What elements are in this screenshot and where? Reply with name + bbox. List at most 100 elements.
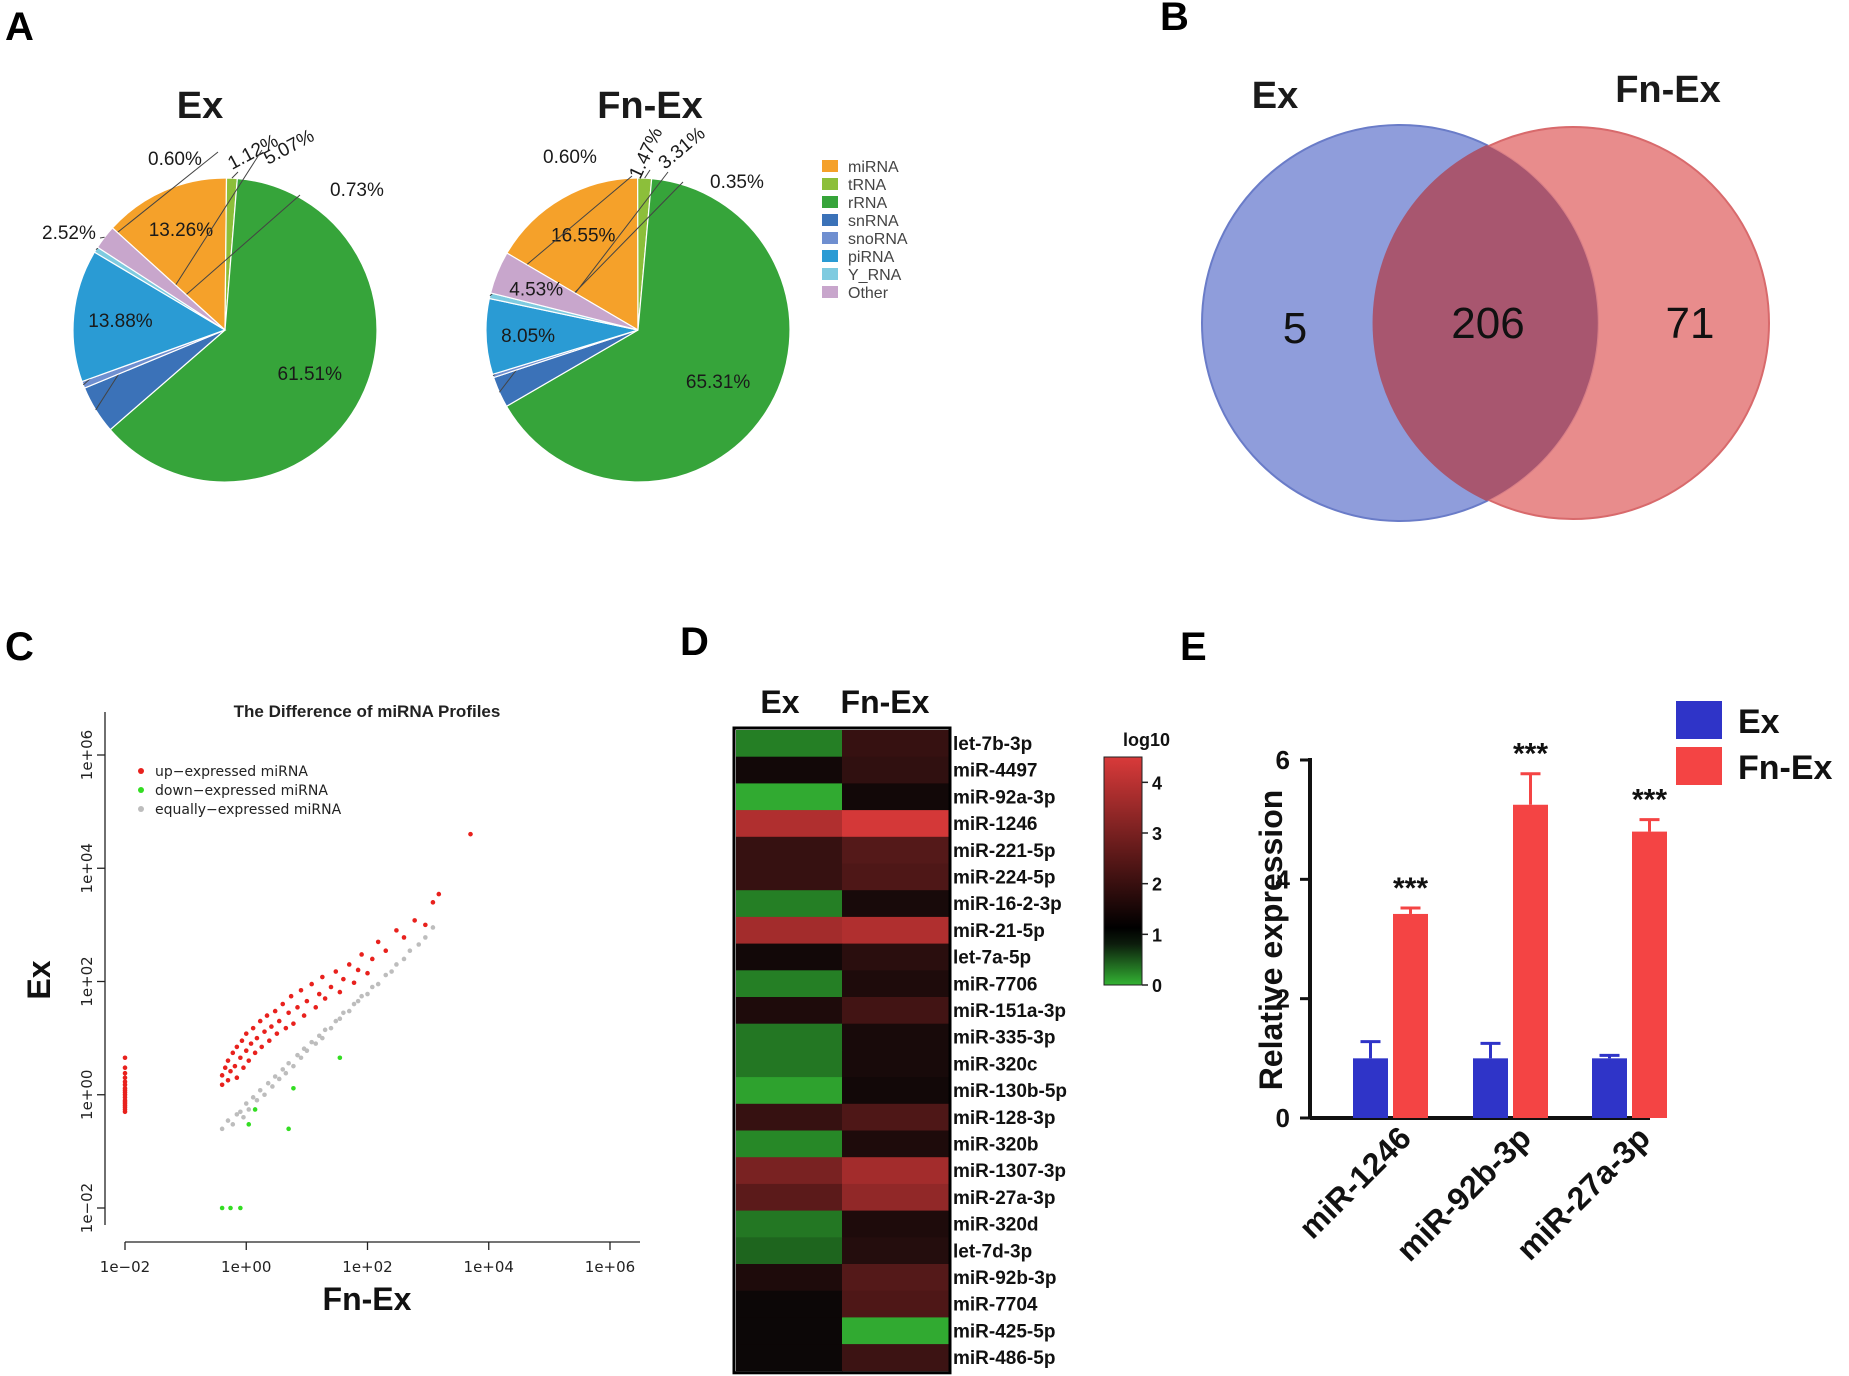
heatmap-cell: [736, 1050, 843, 1078]
heatmap-cell: [736, 1130, 843, 1158]
heatmap-scale-label: 0: [1152, 976, 1162, 996]
scatter-point: [252, 1107, 258, 1112]
heatmap-row-label: miR-1246: [953, 814, 1038, 835]
scatter-point: [257, 1018, 263, 1024]
pie-ex: 13.26%1.12%61.51%5.07%0.73%13.88%0.60%2.…: [42, 126, 384, 483]
heatmap-scale-title: log10: [1123, 730, 1170, 750]
heatmap: let-7b-3p miR-4497 miR-92a-3p miR-1246 miR-2…: [732, 726, 1067, 1375]
scatter-point: [234, 1112, 240, 1117]
pie-value-label: 4.53%: [509, 279, 563, 300]
scatter-point: [341, 1010, 346, 1016]
heatmap-cell: [842, 970, 949, 998]
scatter-point: [219, 1126, 225, 1132]
heatmap-cell: [842, 1344, 949, 1372]
heatmap-cell: [736, 810, 843, 838]
pie-value-label: 8.05%: [501, 326, 555, 347]
bar-legend-label: Fn-Ex: [1738, 749, 1833, 787]
bar-y-tick-label: 2: [1276, 984, 1290, 1014]
legend-label: Y_RNA: [848, 267, 902, 284]
heatmap-scale-label: 3: [1152, 824, 1162, 844]
panel-e: 0246***miR-1246***miR-92b-3p***miR-27a-3…: [1253, 701, 1833, 1268]
venn-only-left: 5: [1283, 304, 1307, 353]
heatmap-cell: [842, 1290, 949, 1318]
scatter-point: [301, 1013, 307, 1018]
pie-value-label: 13.88%: [88, 311, 153, 332]
heatmap-cell: [736, 890, 843, 918]
panel-a: Ex 13.26%1.12%61.51%5.07%0.73%13.88%0.60…: [42, 85, 908, 483]
scatter-point: [219, 1205, 225, 1211]
pie-slice-rrna: [109, 177, 378, 483]
scatter-point: [248, 1041, 254, 1046]
heatmap-cell: [736, 1317, 843, 1345]
scatter-point: [407, 948, 413, 953]
heatmap-cell: [736, 1210, 843, 1238]
panel-c: The Difference of miRNA Profiles 1e−021e…: [21, 702, 640, 1317]
scatter-point: [355, 998, 361, 1004]
heatmap-cell: [736, 1290, 843, 1318]
heatmap-cell: [842, 890, 949, 918]
heatmap-cell: [736, 863, 843, 891]
panel-b: Ex Fn-Ex 5 206 71: [1201, 69, 1770, 522]
heatmap-cell: [736, 970, 843, 998]
scatter-point: [238, 1109, 243, 1115]
scatter-point: [254, 1035, 260, 1041]
scatter-point: [272, 1008, 278, 1014]
scatter-legend-label: down−expressed miRNA: [155, 783, 328, 799]
scatter-y-label: Ex: [21, 960, 57, 999]
scatter-point: [370, 956, 375, 962]
scatter-point: [423, 922, 428, 928]
legend-label: piRNA: [848, 249, 895, 266]
scatter-point: [250, 1095, 256, 1100]
scatter-title: The Difference of miRNA Profiles: [234, 702, 501, 721]
heatmap-row-label: miR-224-5p: [953, 868, 1055, 889]
scatter-point: [383, 948, 389, 953]
heatmap-cell: [842, 1103, 949, 1131]
significance-mark: ***: [1393, 872, 1428, 905]
scatter-x-tick-label: 1e+04: [464, 1258, 514, 1276]
bar-ex: [1473, 1058, 1508, 1118]
heatmap-row-label: let-7a-5p: [953, 948, 1031, 969]
scatter-point: [234, 1044, 240, 1050]
scatter-point: [291, 1085, 296, 1091]
scatter-point: [262, 1029, 267, 1034]
heatmap-cell: [736, 1344, 843, 1372]
pie-value-label: 61.51%: [278, 364, 343, 385]
legend-label: snoRNA: [848, 231, 908, 248]
pie-slice-pirna: [72, 251, 227, 383]
panel-letter-d: D: [680, 620, 709, 664]
bar-category-label: miR-1246: [1292, 1119, 1418, 1245]
scatter-point: [337, 1055, 343, 1061]
scatter-point: [234, 1075, 240, 1081]
legend-label: snRNA: [848, 213, 899, 230]
scatter-point: [365, 991, 370, 997]
pie-fnex-title: Fn-Ex: [597, 85, 703, 127]
scatter-points: [122, 831, 473, 1211]
pie-value-label: 2.52%: [42, 223, 96, 244]
heatmap-cell: [736, 943, 843, 971]
legend-swatch: [822, 268, 838, 280]
scatter-point: [320, 1035, 325, 1041]
heatmap-row-label: miR-130b-5p: [953, 1081, 1067, 1102]
heatmap-row-label: let-7d-3p: [953, 1241, 1032, 1262]
scatter-point: [288, 993, 294, 999]
scatter-point: [230, 1122, 236, 1127]
heatmap-row-label: miR-320d: [953, 1215, 1039, 1236]
scatter-point: [337, 989, 343, 995]
scatter-y-tick-label: 1e+04: [78, 843, 96, 893]
scatter-point: [276, 1076, 282, 1082]
heatmap-cell: [736, 1183, 843, 1212]
heatmap-cell: [842, 730, 949, 758]
scatter-point: [239, 1038, 245, 1044]
scatter-point: [401, 935, 407, 940]
bar-y-tick-label: 6: [1276, 745, 1290, 775]
pie-value-label: 65.31%: [686, 372, 751, 393]
scatter-point: [337, 1016, 343, 1022]
heatmap-cell: [736, 836, 843, 864]
heatmap-row-label: miR-320c: [953, 1054, 1038, 1075]
heatmap-row-label: miR-1307-3p: [953, 1161, 1066, 1182]
legend-swatch: [822, 160, 838, 172]
pie-value-label: 0.60%: [543, 147, 597, 168]
scatter-point: [230, 1050, 236, 1056]
venn-overlap-count: 206: [1451, 299, 1524, 348]
